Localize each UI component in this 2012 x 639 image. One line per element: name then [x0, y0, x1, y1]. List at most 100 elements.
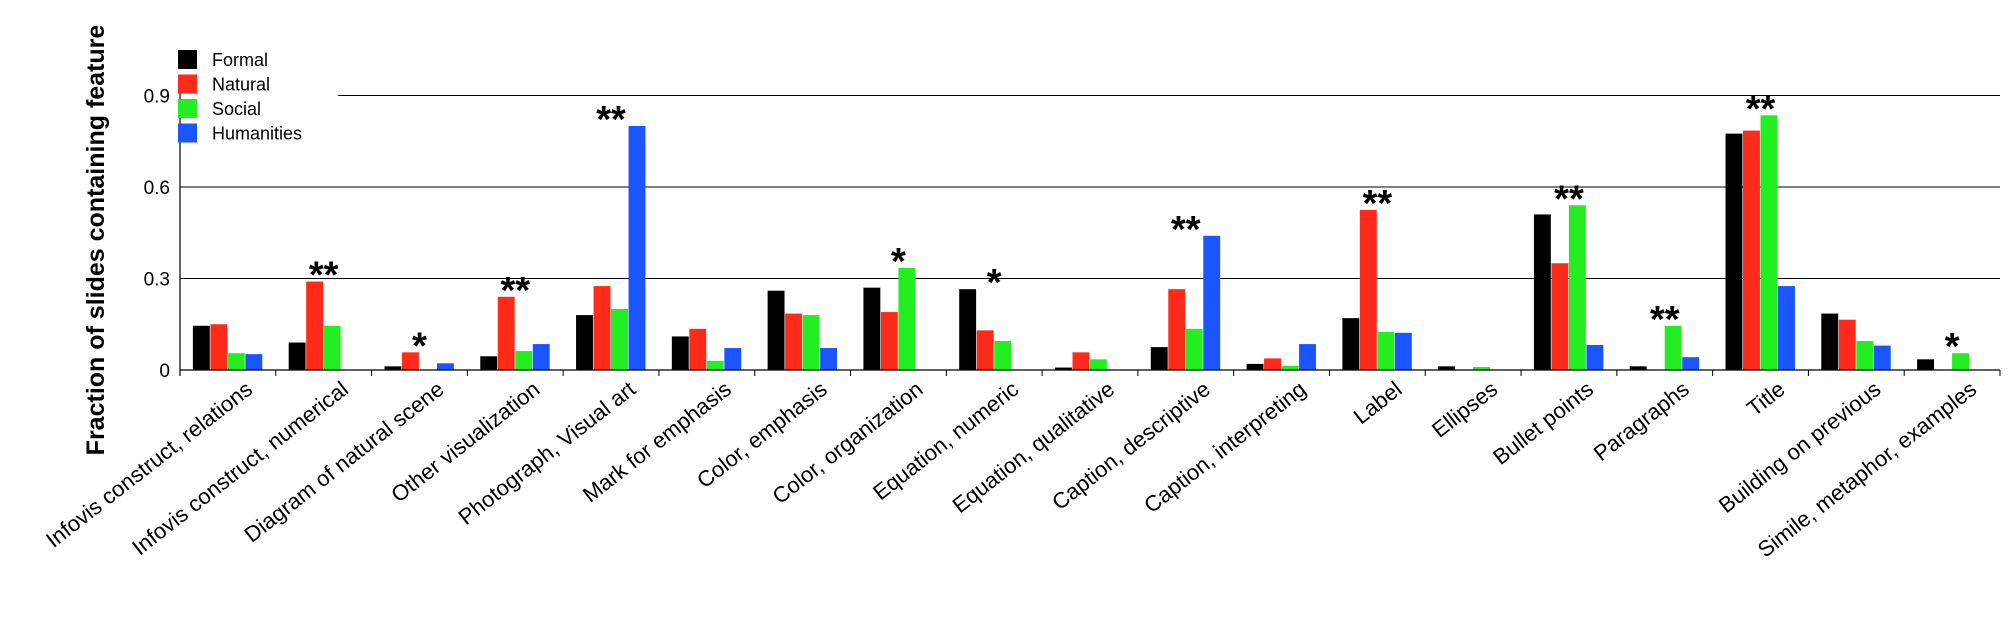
significance-marker: ** [1554, 178, 1584, 220]
bar-social [1760, 115, 1778, 370]
bar-humanities [820, 348, 838, 370]
bar-social [1664, 325, 1682, 370]
bar-humanities [436, 363, 454, 370]
significance-annotations: ************* ******* [309, 88, 1960, 368]
y-tick-label: 0.3 [144, 270, 170, 291]
y-tick-label: 0.9 [144, 87, 170, 108]
legend-swatch-natural [178, 74, 197, 94]
bar-social [323, 325, 341, 370]
bar-formal [192, 325, 210, 370]
bar-formal [1533, 214, 1551, 370]
bar-formal [671, 336, 689, 370]
y-tick-label: 0.6 [144, 178, 170, 199]
bar-formal [1150, 347, 1168, 370]
bar-natural [1168, 289, 1186, 370]
bar-social [1568, 205, 1586, 370]
bar-social [898, 267, 916, 370]
bar-social [611, 309, 628, 370]
legend-swatch-humanities [178, 123, 197, 143]
bar-formal [576, 315, 593, 370]
bar-natural [497, 296, 515, 370]
bar-humanities [1299, 344, 1316, 370]
bar-formal [1438, 366, 1456, 370]
significance-marker: ** [596, 99, 626, 141]
y-tick-label: 0 [159, 361, 170, 382]
bar-humanities [628, 126, 646, 370]
x-tick-label: Label [1349, 376, 1407, 429]
significance-marker: * [987, 262, 1002, 304]
significance-marker: * [891, 241, 906, 283]
legend-label-social: Social [212, 99, 261, 119]
bar-formal [767, 290, 785, 370]
bar-social [515, 351, 533, 370]
bar-social [1281, 365, 1299, 370]
bar-humanities [1682, 357, 1700, 370]
bar-social [994, 341, 1012, 370]
bar-formal [1246, 363, 1264, 370]
bar-natural [1072, 352, 1090, 370]
legend-label-humanities: Humanities [212, 124, 302, 144]
bar-humanities [532, 344, 550, 370]
gridlines [180, 95, 2000, 279]
bar-formal [288, 342, 306, 370]
legend-label-natural: Natural [212, 75, 270, 95]
bar-social [227, 353, 245, 370]
bar-humanities [724, 348, 742, 370]
bar-formal [1917, 359, 1935, 370]
legend-swatch-social [178, 99, 197, 118]
bar-social [1377, 331, 1395, 370]
bar-natural [880, 312, 898, 370]
legend-label-formal: Formal [212, 50, 268, 70]
significance-marker: ** [1171, 209, 1201, 251]
significance-marker: ** [1363, 183, 1393, 225]
bar-humanities [1778, 286, 1795, 370]
significance-marker: ** [1650, 299, 1680, 341]
bar-social [1856, 341, 1874, 370]
legend: Formal Natural Social Humanities [178, 50, 302, 144]
bar-humanities [1586, 344, 1604, 370]
significance-marker: ** [309, 255, 339, 297]
bar-social [1952, 353, 1970, 370]
bar-formal [1725, 133, 1743, 370]
bar-natural [1551, 263, 1569, 370]
x-tick-label: Equation, qualitative [948, 376, 1120, 518]
bar-formal [863, 287, 881, 370]
bar-humanities [245, 354, 263, 370]
axes: Fraction of slides containing feature [82, 25, 2001, 456]
x-tick-label: Building on previous [1714, 376, 1886, 518]
bar-natural [976, 330, 994, 370]
significance-marker: ** [500, 270, 530, 312]
bar-natural [593, 286, 611, 370]
significance-marker: * [1945, 326, 1960, 368]
x-tick-label: Ellipses [1427, 376, 1502, 442]
bar-social [1473, 366, 1491, 370]
significance-marker: ** [1746, 88, 1776, 130]
bars [192, 115, 1970, 370]
bar-social [1090, 359, 1107, 370]
x-tick-label: Caption, descriptive [1047, 376, 1215, 515]
bar-natural [1264, 358, 1281, 370]
bar-formal [1055, 367, 1072, 370]
bar-social [802, 315, 820, 370]
bar-formal [1629, 366, 1647, 370]
bar-formal [480, 356, 498, 370]
bar-formal [384, 366, 402, 370]
bar-natural [210, 324, 228, 370]
bar-natural [1359, 209, 1377, 370]
x-tick-label: Paragraphs [1589, 376, 1694, 466]
x-tick-label: Bullet points [1488, 376, 1598, 469]
bar-humanities [1394, 332, 1412, 370]
bar-humanities [1203, 235, 1221, 370]
bar-social [1185, 328, 1203, 370]
bar-formal [959, 289, 977, 370]
bar-natural [1743, 130, 1760, 370]
x-tick-label: Title [1742, 376, 1790, 421]
bar-formal [1821, 313, 1839, 370]
significance-marker: * [412, 325, 427, 367]
bar-natural [306, 281, 324, 370]
x-tick-label: Caption, interpreting [1139, 376, 1311, 518]
y-axis-title: Fraction of slides containing feature [82, 25, 110, 456]
